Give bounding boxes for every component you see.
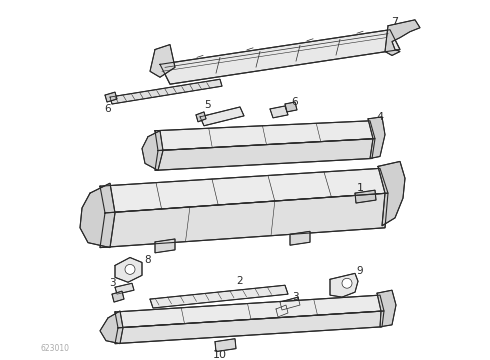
Circle shape [342,278,352,288]
Polygon shape [100,193,388,248]
Polygon shape [155,121,375,150]
Polygon shape [105,92,117,102]
Text: 6: 6 [292,97,298,107]
Polygon shape [280,297,300,310]
Polygon shape [150,45,175,77]
Polygon shape [368,117,385,158]
Text: 3: 3 [292,292,298,302]
Polygon shape [100,311,123,344]
Text: 9: 9 [357,266,363,276]
Polygon shape [276,305,288,317]
Polygon shape [377,290,396,327]
Polygon shape [290,231,310,245]
Text: 3: 3 [109,278,115,288]
Text: 4: 4 [376,112,384,122]
Polygon shape [115,257,142,282]
Polygon shape [100,168,388,213]
Text: 623010: 623010 [41,344,70,353]
Polygon shape [330,273,358,297]
Polygon shape [160,30,400,84]
Polygon shape [115,295,384,328]
Polygon shape [110,79,222,104]
Polygon shape [80,183,115,248]
Polygon shape [215,339,236,352]
Polygon shape [285,102,297,112]
Polygon shape [378,161,405,226]
Polygon shape [112,291,124,302]
Text: 5: 5 [204,100,210,110]
Polygon shape [270,106,288,118]
Text: 1: 1 [357,183,364,193]
Polygon shape [355,190,376,203]
Polygon shape [155,239,175,253]
Polygon shape [200,107,244,126]
Polygon shape [115,311,384,344]
Text: 2: 2 [237,276,244,286]
Polygon shape [150,285,288,308]
Text: 6: 6 [105,104,111,114]
Text: 10: 10 [213,350,227,360]
Polygon shape [155,139,375,170]
Circle shape [125,265,135,274]
Polygon shape [142,131,163,170]
Polygon shape [196,112,206,122]
Polygon shape [115,283,134,294]
Text: 7: 7 [392,17,398,27]
Polygon shape [385,20,420,55]
Text: 8: 8 [145,256,151,265]
